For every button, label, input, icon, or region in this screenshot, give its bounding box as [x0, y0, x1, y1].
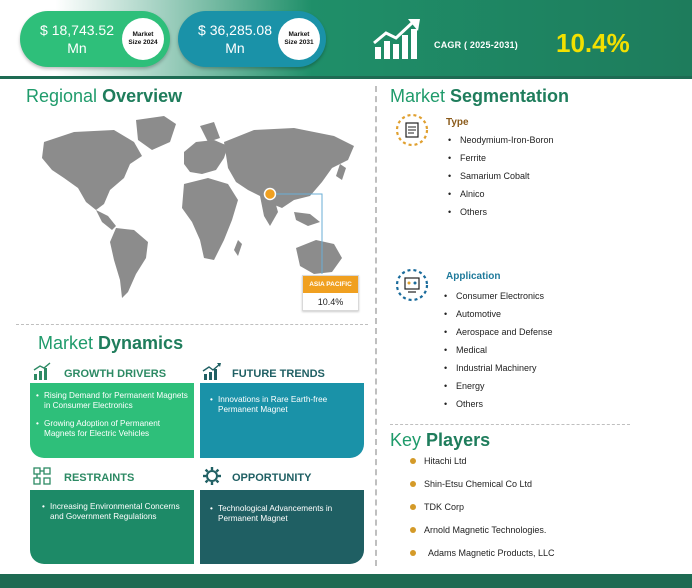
bullet-icon: [410, 504, 416, 510]
cagr-label: CAGR ( 2025-2031): [434, 40, 518, 50]
trend-icon: [202, 363, 221, 380]
player-name: Hitachi Ltd: [424, 456, 467, 466]
restraint-icon: [33, 467, 51, 485]
title-bold: Overview: [102, 86, 183, 106]
application-heading: Application: [446, 271, 501, 282]
list-item: Neodymium-Iron-Boron: [448, 131, 554, 149]
list-item: Industrial Machinery: [444, 359, 553, 377]
list-item: Others: [444, 395, 553, 413]
opportunity-card: Technological Advancements in Permanent …: [200, 490, 364, 564]
callout-line: [276, 193, 323, 274]
badge-line-1: Market: [288, 31, 310, 38]
player-name: Shin-Etsu Chemical Co Ltd: [424, 479, 533, 489]
title-light: Market: [390, 86, 446, 106]
market-size-2024-unit: Mn: [67, 40, 87, 56]
growth-drivers-card: Rising Demand for Permanent Magnets in C…: [30, 383, 194, 458]
market-size-2024-amount: $ 18,743.52: [40, 22, 114, 38]
future-trends-heading: FUTURE TRENDS: [232, 368, 325, 380]
asia-pacific-value: 10.4%: [317, 297, 344, 307]
title-light: Regional: [26, 86, 98, 106]
bullet-icon: [410, 481, 416, 487]
badge-line-2: Size 2031: [284, 39, 314, 46]
list-item: Samarium Cobalt: [448, 167, 554, 185]
list-item: Technological Advancements in Permanent …: [210, 504, 356, 524]
list-item: Increasing Environmental Concerns and Go…: [42, 502, 186, 522]
list-item: Energy: [444, 377, 553, 395]
asia-pacific-marker: [263, 187, 277, 201]
market-size-2031-badge: Market Size 2031: [278, 18, 320, 60]
regional-overview-title: Regional Overview: [26, 86, 182, 107]
badge-line-2: Size 2024: [128, 39, 158, 46]
list-item: Rising Demand for Permanent Magnets in C…: [36, 391, 188, 411]
list-item: Automotive: [444, 305, 553, 323]
future-trends-card: Innovations in Rare Earth-free Permanent…: [200, 383, 364, 458]
opportunity-heading: OPPORTUNITY: [232, 472, 312, 484]
list-item: Growing Adoption of Permanent Magnets fo…: [36, 419, 188, 439]
asia-pacific-label: ASIA PACIFIC: [303, 276, 358, 293]
title-bold: Segmentation: [450, 86, 570, 106]
list-item: Consumer Electronics: [444, 287, 553, 305]
market-dynamics-title: Market Dynamics: [38, 333, 183, 354]
key-players-title: Key Players: [390, 430, 490, 451]
market-size-2031-value: $ 36,285.08 Mn: [192, 21, 278, 57]
restraints-heading: RESTRAINTS: [64, 472, 135, 484]
market-size-2024-badge: Market Size 2024: [122, 18, 164, 60]
type-icon: [395, 113, 429, 147]
restraints-card: Increasing Environmental Concerns and Go…: [30, 490, 194, 564]
bar-growth-icon: [33, 362, 51, 380]
gear-icon: [203, 467, 221, 485]
player-name: Arnold Magnetic Technologies.: [424, 525, 547, 535]
badge-line-1: Market: [132, 31, 154, 38]
title-bold: Players: [426, 430, 491, 450]
type-heading: Type: [446, 117, 469, 128]
market-segmentation-title: Market Segmentation: [390, 86, 569, 107]
growth-chart-icon: [373, 19, 420, 59]
application-list: Consumer Electronics Automotive Aerospac…: [444, 287, 553, 413]
bullet-icon: [410, 527, 416, 533]
list-item: Ferrite: [448, 149, 554, 167]
title-light: Key: [390, 430, 422, 450]
type-list: Neodymium-Iron-Boron Ferrite Samarium Co…: [448, 131, 554, 221]
list-item: Medical: [444, 341, 553, 359]
market-size-2031-amount: $ 36,285.08: [198, 22, 272, 38]
map-land: [42, 116, 358, 298]
player-name: TDK Corp: [424, 502, 465, 512]
top-banner: $ 18,743.52 Mn Market Size 2024 $ 36,285…: [0, 0, 692, 76]
list-item: Alnico: [448, 185, 554, 203]
bullet-icon: [410, 550, 416, 556]
footer-bar: [0, 574, 692, 588]
list-item: Others: [448, 203, 554, 221]
banner-divider: [0, 76, 692, 79]
title-bold: Dynamics: [98, 333, 184, 353]
application-icon: [395, 268, 429, 302]
market-size-2031-pill: $ 36,285.08 Mn Market Size 2031: [178, 11, 326, 67]
world-map: [42, 116, 358, 298]
list-item: Aerospace and Defense: [444, 323, 553, 341]
growth-drivers-heading: GROWTH DRIVERS: [64, 368, 167, 380]
market-size-2024-value: $ 18,743.52 Mn: [34, 21, 120, 57]
asia-pacific-badge: ASIA PACIFIC 10.4%: [302, 275, 359, 311]
list-item: Innovations in Rare Earth-free Permanent…: [210, 395, 356, 415]
bullet-icon: [410, 458, 416, 464]
left-divider: [16, 324, 368, 325]
right-divider: [390, 424, 630, 425]
vertical-divider: [375, 86, 377, 566]
cagr-value: 10.4%: [556, 28, 630, 58]
player-name: Adams Magnetic Products, LLC: [428, 548, 555, 558]
market-size-2024-pill: $ 18,743.52 Mn Market Size 2024: [20, 11, 170, 67]
title-light: Market: [38, 333, 94, 353]
market-size-2031-unit: Mn: [225, 40, 245, 56]
